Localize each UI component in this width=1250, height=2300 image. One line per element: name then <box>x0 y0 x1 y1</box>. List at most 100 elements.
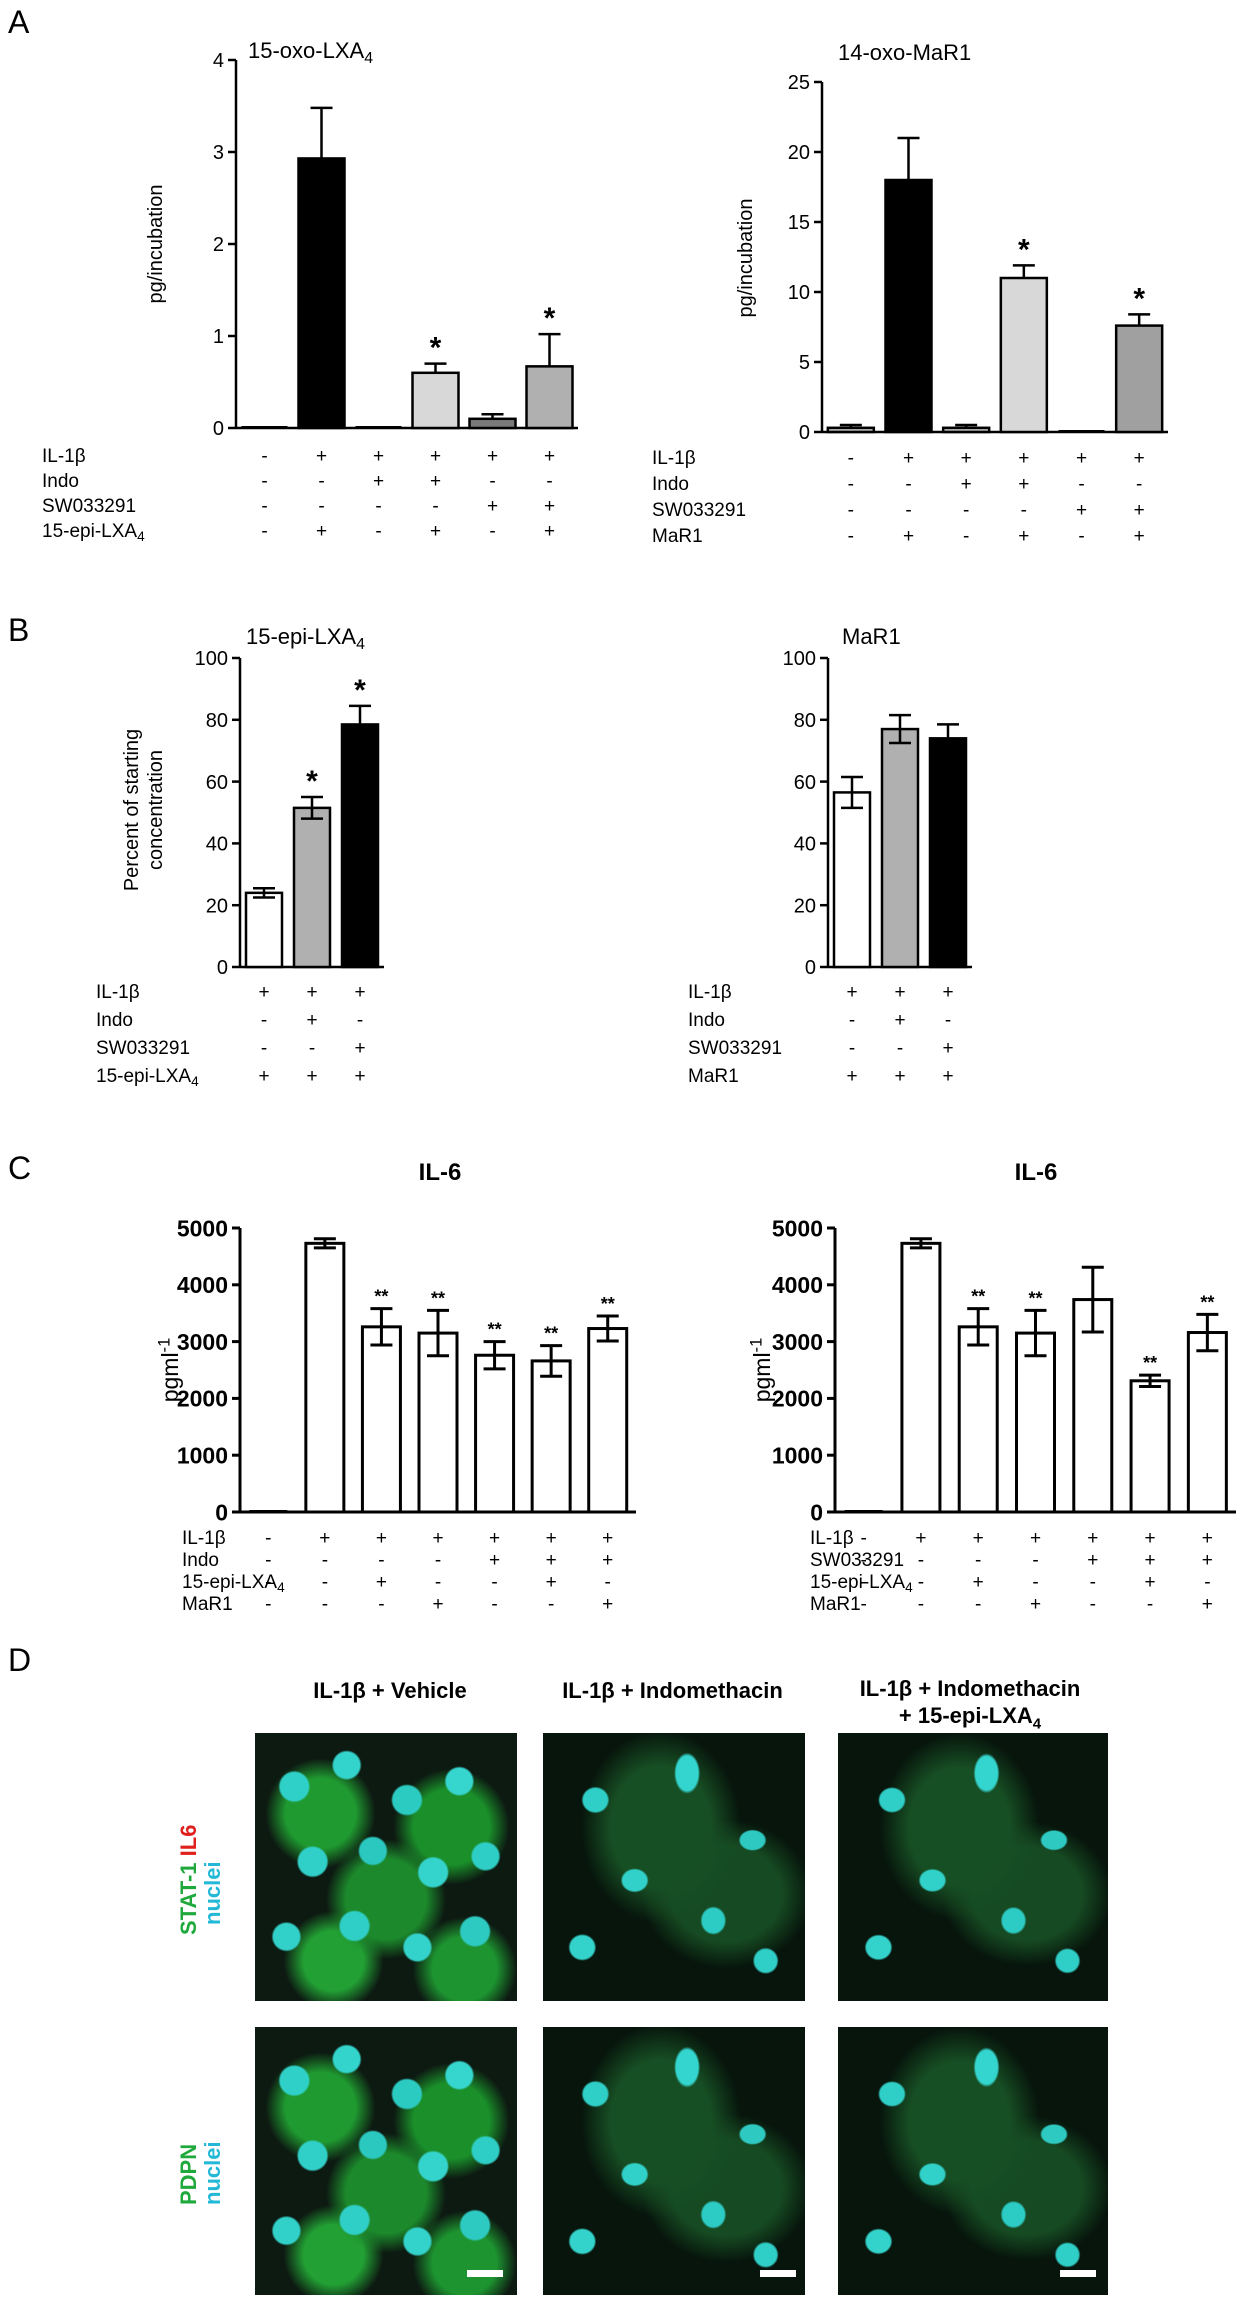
condition-sign: + <box>432 1528 443 1549</box>
condition-sign: + <box>373 446 384 467</box>
condition-label: Indo <box>652 474 689 495</box>
chart-title: IL-6 <box>1015 1159 1058 1186</box>
y-tick-label: 4000 <box>177 1272 228 1298</box>
condition-sign: - <box>848 474 854 495</box>
bar <box>941 426 991 434</box>
significance-marker: * <box>1018 233 1030 266</box>
condition-label: MaR1 <box>688 1066 739 1087</box>
significance-marker: ** <box>1143 1353 1157 1373</box>
y-tick-label: 1 <box>213 326 224 348</box>
micrograph-stat1-indomethacin <box>543 1733 805 2001</box>
condition-sign: + <box>1018 448 1029 469</box>
condition-sign: + <box>354 1038 365 1059</box>
condition-sign: - <box>378 1594 384 1615</box>
bar <box>900 1241 942 1514</box>
micrograph-title-vehicle: IL-1β + Vehicle <box>313 1678 467 1703</box>
bar <box>411 371 460 430</box>
y-tick-label: 80 <box>794 710 816 732</box>
condition-sign: + <box>602 1550 613 1571</box>
condition-label: 15-epi-LXA4 <box>42 521 145 544</box>
condition-sign: - <box>1021 500 1027 521</box>
condition-sign: - <box>905 474 911 495</box>
significance-marker: ** <box>488 1320 502 1340</box>
bar <box>884 178 933 434</box>
condition-sign: - <box>1090 1572 1096 1593</box>
micrograph-title-indomethacin: IL-1β + Indomethacin <box>562 1678 783 1703</box>
condition-label: IL-1β <box>810 1528 854 1549</box>
bar <box>1072 1298 1114 1514</box>
condition-sign: + <box>1202 1528 1213 1549</box>
y-tick-label: 3000 <box>772 1329 823 1355</box>
condition-sign: + <box>544 521 555 542</box>
condition-sign: - <box>318 496 324 517</box>
condition-label: SW033291 <box>96 1038 190 1059</box>
y-tick-label: 100 <box>195 648 228 670</box>
micrograph-pdpn-indomethacin <box>543 2027 805 2295</box>
chart-title: 15-epi-LXA4 <box>246 624 365 653</box>
significance-marker: ** <box>1028 1288 1042 1308</box>
condition-sign: + <box>376 1528 387 1549</box>
bar <box>880 727 920 969</box>
bar <box>1186 1331 1228 1514</box>
condition-sign: - <box>491 1594 497 1615</box>
significance-marker: ** <box>431 1288 445 1308</box>
condition-label: IL-1β <box>42 446 86 467</box>
condition-sign: + <box>430 521 441 542</box>
condition-sign: - <box>261 471 267 492</box>
bar <box>340 723 380 969</box>
condition-sign: - <box>605 1572 611 1593</box>
condition-sign: + <box>544 496 555 517</box>
bar <box>468 417 517 430</box>
bar <box>417 1331 459 1514</box>
condition-sign: - <box>848 500 854 521</box>
condition-sign: - <box>849 1038 855 1059</box>
condition-sign: + <box>903 448 914 469</box>
condition-label: SW033291 <box>42 496 136 517</box>
condition-label: SW033291 <box>810 1550 904 1571</box>
condition-sign: + <box>1076 448 1087 469</box>
condition-sign: + <box>319 1528 330 1549</box>
condition-sign: - <box>860 1550 866 1571</box>
condition-sign: + <box>316 521 327 542</box>
y-tick-label: 0 <box>217 957 228 979</box>
significance-marker: ** <box>601 1294 615 1314</box>
condition-sign: - <box>897 1038 903 1059</box>
condition-sign: + <box>489 1528 500 1549</box>
y-tick-label: 80 <box>206 710 228 732</box>
condition-sign: - <box>546 471 552 492</box>
condition-sign: + <box>430 471 441 492</box>
significance-marker: * <box>544 302 556 335</box>
condition-sign: - <box>905 500 911 521</box>
condition-sign: - <box>435 1572 441 1593</box>
condition-sign: - <box>318 471 324 492</box>
condition-sign: - <box>357 1010 363 1031</box>
y-tick-label: 4000 <box>772 1272 823 1298</box>
condition-sign: + <box>1087 1528 1098 1549</box>
condition-sign: + <box>258 1066 269 1087</box>
bar <box>530 1359 572 1514</box>
condition-sign: + <box>961 448 972 469</box>
bar <box>1114 324 1164 434</box>
condition-label: 15-epi-LXA4 <box>182 1572 285 1595</box>
stain-label-row1: STAT-1 IL6 <box>176 1825 202 1935</box>
condition-sign: - <box>261 521 267 542</box>
condition-sign: - <box>1147 1594 1153 1615</box>
condition-label: Indo <box>42 471 79 492</box>
significance-marker: ** <box>971 1287 985 1307</box>
condition-sign: + <box>489 1550 500 1571</box>
condition-label: IL-1β <box>96 982 140 1003</box>
y-tick-label: 100 <box>783 648 816 670</box>
scale-bar-3 <box>1060 2270 1096 2277</box>
y-tick-label: 3000 <box>177 1329 228 1355</box>
bar <box>304 1241 346 1514</box>
significance-marker: * <box>1133 282 1145 315</box>
panel-letter-d: D <box>8 1642 32 1678</box>
condition-sign: + <box>942 1066 953 1087</box>
y-tick-label: 5 <box>799 352 810 374</box>
condition-sign: - <box>918 1594 924 1615</box>
y-tick-label: 40 <box>794 834 816 856</box>
condition-sign: + <box>546 1550 557 1571</box>
condition-sign: - <box>860 1572 866 1593</box>
condition-label: IL-1β <box>182 1528 226 1549</box>
chart-4: MaR1 0 20 40 60 80 100 IL-1β + + + Indo - + - SW033291 -… <box>688 624 972 1087</box>
